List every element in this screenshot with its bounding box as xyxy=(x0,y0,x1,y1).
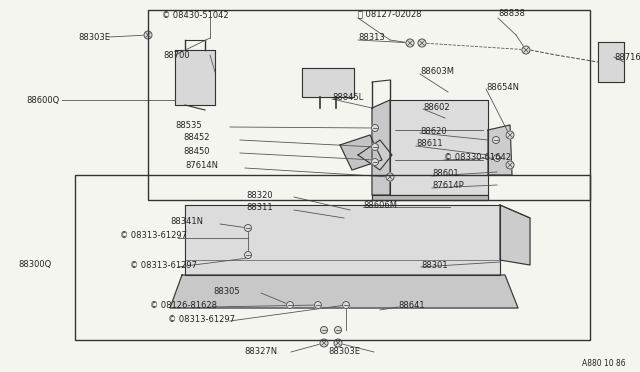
Polygon shape xyxy=(175,50,215,105)
Text: 88641: 88641 xyxy=(398,301,424,310)
Text: 88716M: 88716M xyxy=(614,52,640,61)
Text: 88535: 88535 xyxy=(175,121,202,129)
Circle shape xyxy=(493,137,499,144)
Circle shape xyxy=(314,301,321,308)
Polygon shape xyxy=(372,195,488,200)
Text: 88606M: 88606M xyxy=(363,201,397,209)
Polygon shape xyxy=(488,125,512,175)
Text: © 08313-61297: © 08313-61297 xyxy=(120,231,187,241)
Circle shape xyxy=(371,158,378,166)
Circle shape xyxy=(244,251,252,259)
Text: 88620: 88620 xyxy=(420,126,447,135)
Text: 88654N: 88654N xyxy=(486,83,519,92)
Polygon shape xyxy=(302,68,354,97)
Circle shape xyxy=(386,173,394,181)
Circle shape xyxy=(321,327,328,334)
Circle shape xyxy=(371,144,378,151)
Text: 88327N: 88327N xyxy=(244,347,277,356)
Text: Ⓑ 08127-02028: Ⓑ 08127-02028 xyxy=(358,10,422,19)
Circle shape xyxy=(418,39,426,47)
Text: 88450: 88450 xyxy=(183,147,209,155)
Text: © 08313-61297: © 08313-61297 xyxy=(130,260,197,269)
Polygon shape xyxy=(598,42,624,82)
Text: © 08126-81628: © 08126-81628 xyxy=(150,301,217,310)
Circle shape xyxy=(406,39,414,47)
Text: 88301: 88301 xyxy=(421,260,447,269)
Circle shape xyxy=(144,31,152,39)
Circle shape xyxy=(287,301,294,308)
Text: 88600Q: 88600Q xyxy=(27,96,60,105)
Text: 88452: 88452 xyxy=(183,134,209,142)
Circle shape xyxy=(335,327,342,334)
Circle shape xyxy=(506,161,514,169)
Text: 88611: 88611 xyxy=(416,140,443,148)
Bar xyxy=(75,175,590,340)
Polygon shape xyxy=(500,205,530,265)
Polygon shape xyxy=(372,100,390,195)
Text: 88341N: 88341N xyxy=(170,218,203,227)
Text: 88311: 88311 xyxy=(246,203,273,212)
Circle shape xyxy=(320,339,328,347)
Polygon shape xyxy=(185,205,500,275)
Polygon shape xyxy=(390,100,488,195)
Circle shape xyxy=(371,125,378,131)
Text: 88602: 88602 xyxy=(423,103,450,112)
Text: 88700: 88700 xyxy=(163,51,189,60)
Polygon shape xyxy=(340,135,382,170)
Text: 88320: 88320 xyxy=(246,190,273,199)
Bar xyxy=(148,10,590,200)
Text: 88838: 88838 xyxy=(498,10,525,19)
Text: 88603M: 88603M xyxy=(420,67,454,77)
Polygon shape xyxy=(170,275,518,308)
Circle shape xyxy=(493,154,500,161)
Circle shape xyxy=(506,131,514,139)
Text: 88300Q: 88300Q xyxy=(18,260,51,269)
Text: © 08313-61297: © 08313-61297 xyxy=(168,314,235,324)
Circle shape xyxy=(334,339,342,347)
Text: © 08430-51042: © 08430-51042 xyxy=(162,12,228,20)
Circle shape xyxy=(342,301,349,308)
Text: 87614P: 87614P xyxy=(432,182,464,190)
Circle shape xyxy=(522,46,530,54)
Text: 88313: 88313 xyxy=(358,32,385,42)
Text: 88601: 88601 xyxy=(432,170,459,179)
Text: 87614N: 87614N xyxy=(185,161,218,170)
Text: 88303E: 88303E xyxy=(78,32,110,42)
Text: 88305: 88305 xyxy=(213,286,239,295)
Text: © 08330-61642: © 08330-61642 xyxy=(444,154,511,163)
Text: A880 10 86: A880 10 86 xyxy=(582,359,626,368)
Polygon shape xyxy=(358,140,392,170)
Text: 88303E: 88303E xyxy=(328,347,360,356)
Circle shape xyxy=(244,224,252,231)
Text: 88845L: 88845L xyxy=(332,93,364,102)
